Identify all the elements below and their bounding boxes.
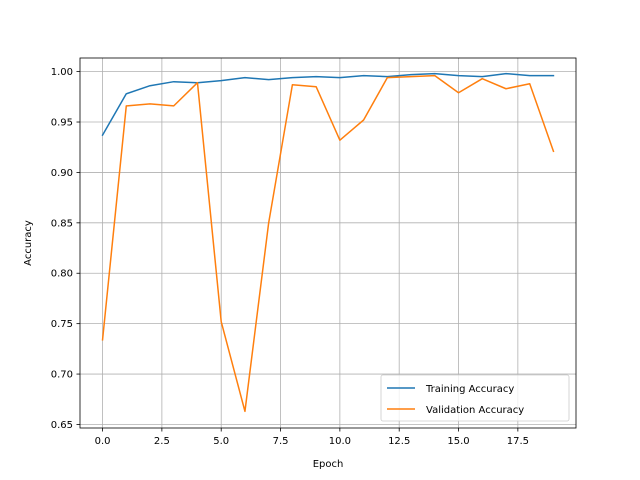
legend-label: Validation Accuracy: [426, 405, 524, 416]
plot-area-frame: [79, 57, 577, 429]
series-line-training-accuracy: [101, 72, 555, 137]
legend-label: Training Accuracy: [425, 384, 514, 395]
y-tick-label: 0.75: [51, 319, 73, 330]
y-axis-title: Accuracy: [23, 220, 34, 266]
legend-box: [380, 374, 570, 422]
x-tick-label: 17.5: [507, 436, 529, 447]
grid-layer: [80, 58, 576, 428]
series-layer: [101, 72, 555, 413]
x-tick-label: 15.0: [447, 436, 469, 447]
y-tick-label: 0.95: [51, 118, 73, 129]
x-tick-label: 0.0: [95, 436, 111, 447]
x-tick-label: 10.0: [329, 436, 351, 447]
y-tick-label: 0.90: [51, 168, 73, 179]
x-tick-label: 2.5: [154, 436, 170, 447]
y-tick-label: 0.70: [51, 370, 73, 381]
y-tick-label: 0.65: [51, 420, 73, 431]
x-axis-title: Epoch: [313, 459, 344, 470]
y-tick-label: 0.80: [51, 269, 73, 280]
x-tick-label: 12.5: [388, 436, 410, 447]
x-tick-label: 5.0: [213, 436, 229, 447]
series-line-validation-accuracy: [101, 74, 555, 413]
legend: Training Accuracy Validation Accuracy: [380, 374, 570, 422]
axes-frame: [79, 57, 577, 429]
ticks-layer: 0.0 2.5 5.0 7.5 10.0 12.5 15.0 17.5 0.65 0.70 0.75…: [51, 67, 529, 447]
y-tick-label: 0.85: [51, 218, 73, 229]
y-tick-label: 1.00: [51, 67, 73, 78]
x-tick-label: 7.5: [273, 436, 289, 447]
